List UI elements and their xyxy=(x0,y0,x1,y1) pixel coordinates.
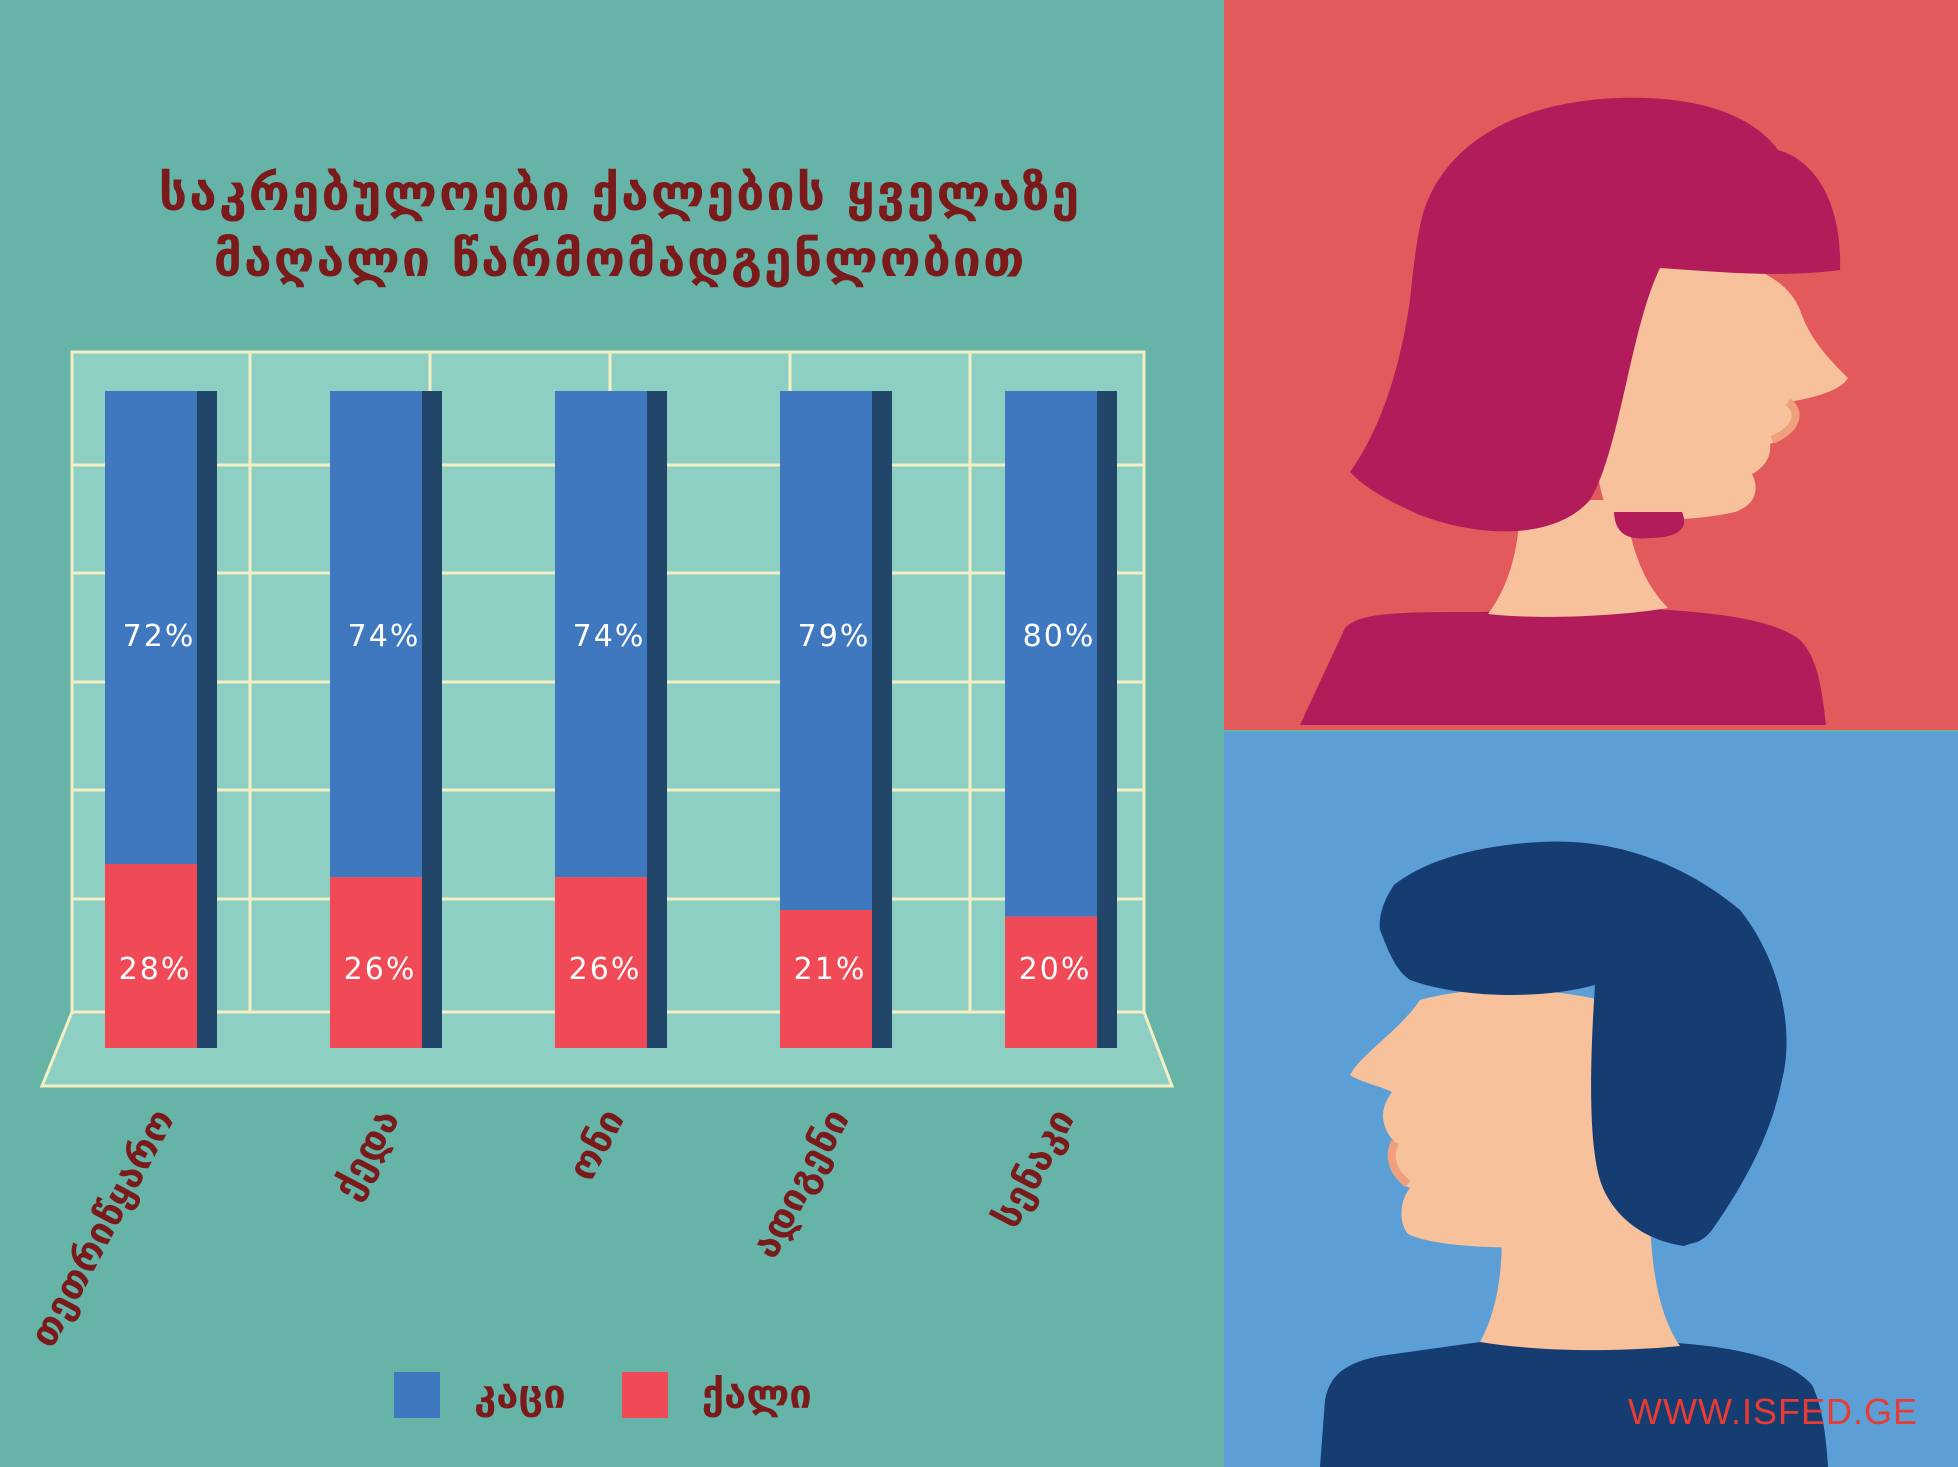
woman-face xyxy=(1596,260,1848,520)
legend-swatch-women xyxy=(621,1372,668,1418)
bar-segment-men xyxy=(330,391,422,878)
category-label: ადიგენი xyxy=(743,1102,858,1266)
legend-swatch-men xyxy=(394,1372,440,1418)
stacked-bar-chart: 72% 28% 74% 26% 74% 26% 79% 21% 80% 20% თეთრიწყარ… xyxy=(21,350,1175,1354)
data-label-men: 72% xyxy=(123,619,196,654)
man-neck xyxy=(1480,1220,1680,1351)
chart-title: საკრებულოები ქალების ყველაზე მაღალი წარმ… xyxy=(40,160,1200,292)
category-label: ქედა xyxy=(324,1102,407,1207)
bar-segment-women xyxy=(780,910,872,1048)
category-labels: თეთრიწყარო ქედა ონი ადიგენი სენაკი xyxy=(21,1102,1083,1354)
man-hair xyxy=(1379,841,1787,1246)
legend-label-women: ქალი xyxy=(701,1372,812,1418)
man-lips xyxy=(1387,1140,1411,1188)
woman-hair xyxy=(1350,97,1841,532)
title-line-2: მაღალი წარმომადგენლობით xyxy=(213,230,1027,288)
category-label: სენაკი xyxy=(984,1102,1083,1236)
chart-bars: 72% 28% 74% 26% 74% 26% 79% 21% 80% 20% xyxy=(105,391,1117,1048)
bar-segment-men xyxy=(105,391,197,865)
data-label-men: 74% xyxy=(573,619,646,654)
website-url: WWW.ISFED.GE xyxy=(1628,1391,1918,1432)
woman-shoulders xyxy=(1300,608,1826,725)
data-label-women: 20% xyxy=(1019,952,1092,987)
bar-segment-men xyxy=(780,391,872,911)
bar-segment-women xyxy=(330,877,422,1048)
category-label: თეთრიწყარო xyxy=(21,1102,183,1354)
category-label: ონი xyxy=(559,1102,633,1188)
data-label-women: 26% xyxy=(344,952,417,987)
bar-side xyxy=(422,391,442,1048)
bar-side xyxy=(197,391,217,1048)
woman-illustration-panel xyxy=(1224,0,1958,730)
legend-item-women: ქალი xyxy=(621,1372,812,1418)
chart-panel: საკრებულოები ქალების ყველაზე მაღალი წარმ… xyxy=(20,160,1200,1418)
bar-segment-women xyxy=(1005,916,1097,1048)
data-label-women: 21% xyxy=(794,952,867,987)
bar-segment-men xyxy=(1005,391,1097,917)
bar-side xyxy=(1097,391,1117,1048)
data-label-women: 28% xyxy=(119,952,192,987)
bar-segment-women xyxy=(105,864,197,1048)
bar-segment-women xyxy=(555,877,647,1048)
man-shoulders xyxy=(1320,1342,1828,1467)
data-label-men: 74% xyxy=(348,619,421,654)
woman-lips xyxy=(1770,398,1800,444)
data-label-men: 80% xyxy=(1023,619,1096,654)
man-illustration-panel: WWW.ISFED.GE xyxy=(1224,732,1958,1467)
bar-side xyxy=(872,391,892,1048)
legend-label-men: კაცი xyxy=(474,1372,566,1418)
chart-legend: კაცი ქალი xyxy=(394,1372,868,1418)
bar-segment-men xyxy=(555,391,647,878)
data-label-women: 26% xyxy=(569,952,642,987)
man-face xyxy=(1350,989,1660,1248)
legend-item-men: კაცი xyxy=(394,1372,566,1418)
man-profile-illustration xyxy=(1320,841,1828,1467)
title-line-1: საკრებულოები ქალების ყველაზე xyxy=(158,164,1082,222)
woman-profile-illustration xyxy=(1300,97,1848,725)
woman-hair-tip xyxy=(1614,512,1685,539)
bar-side xyxy=(647,391,667,1048)
data-label-men: 79% xyxy=(798,619,871,654)
